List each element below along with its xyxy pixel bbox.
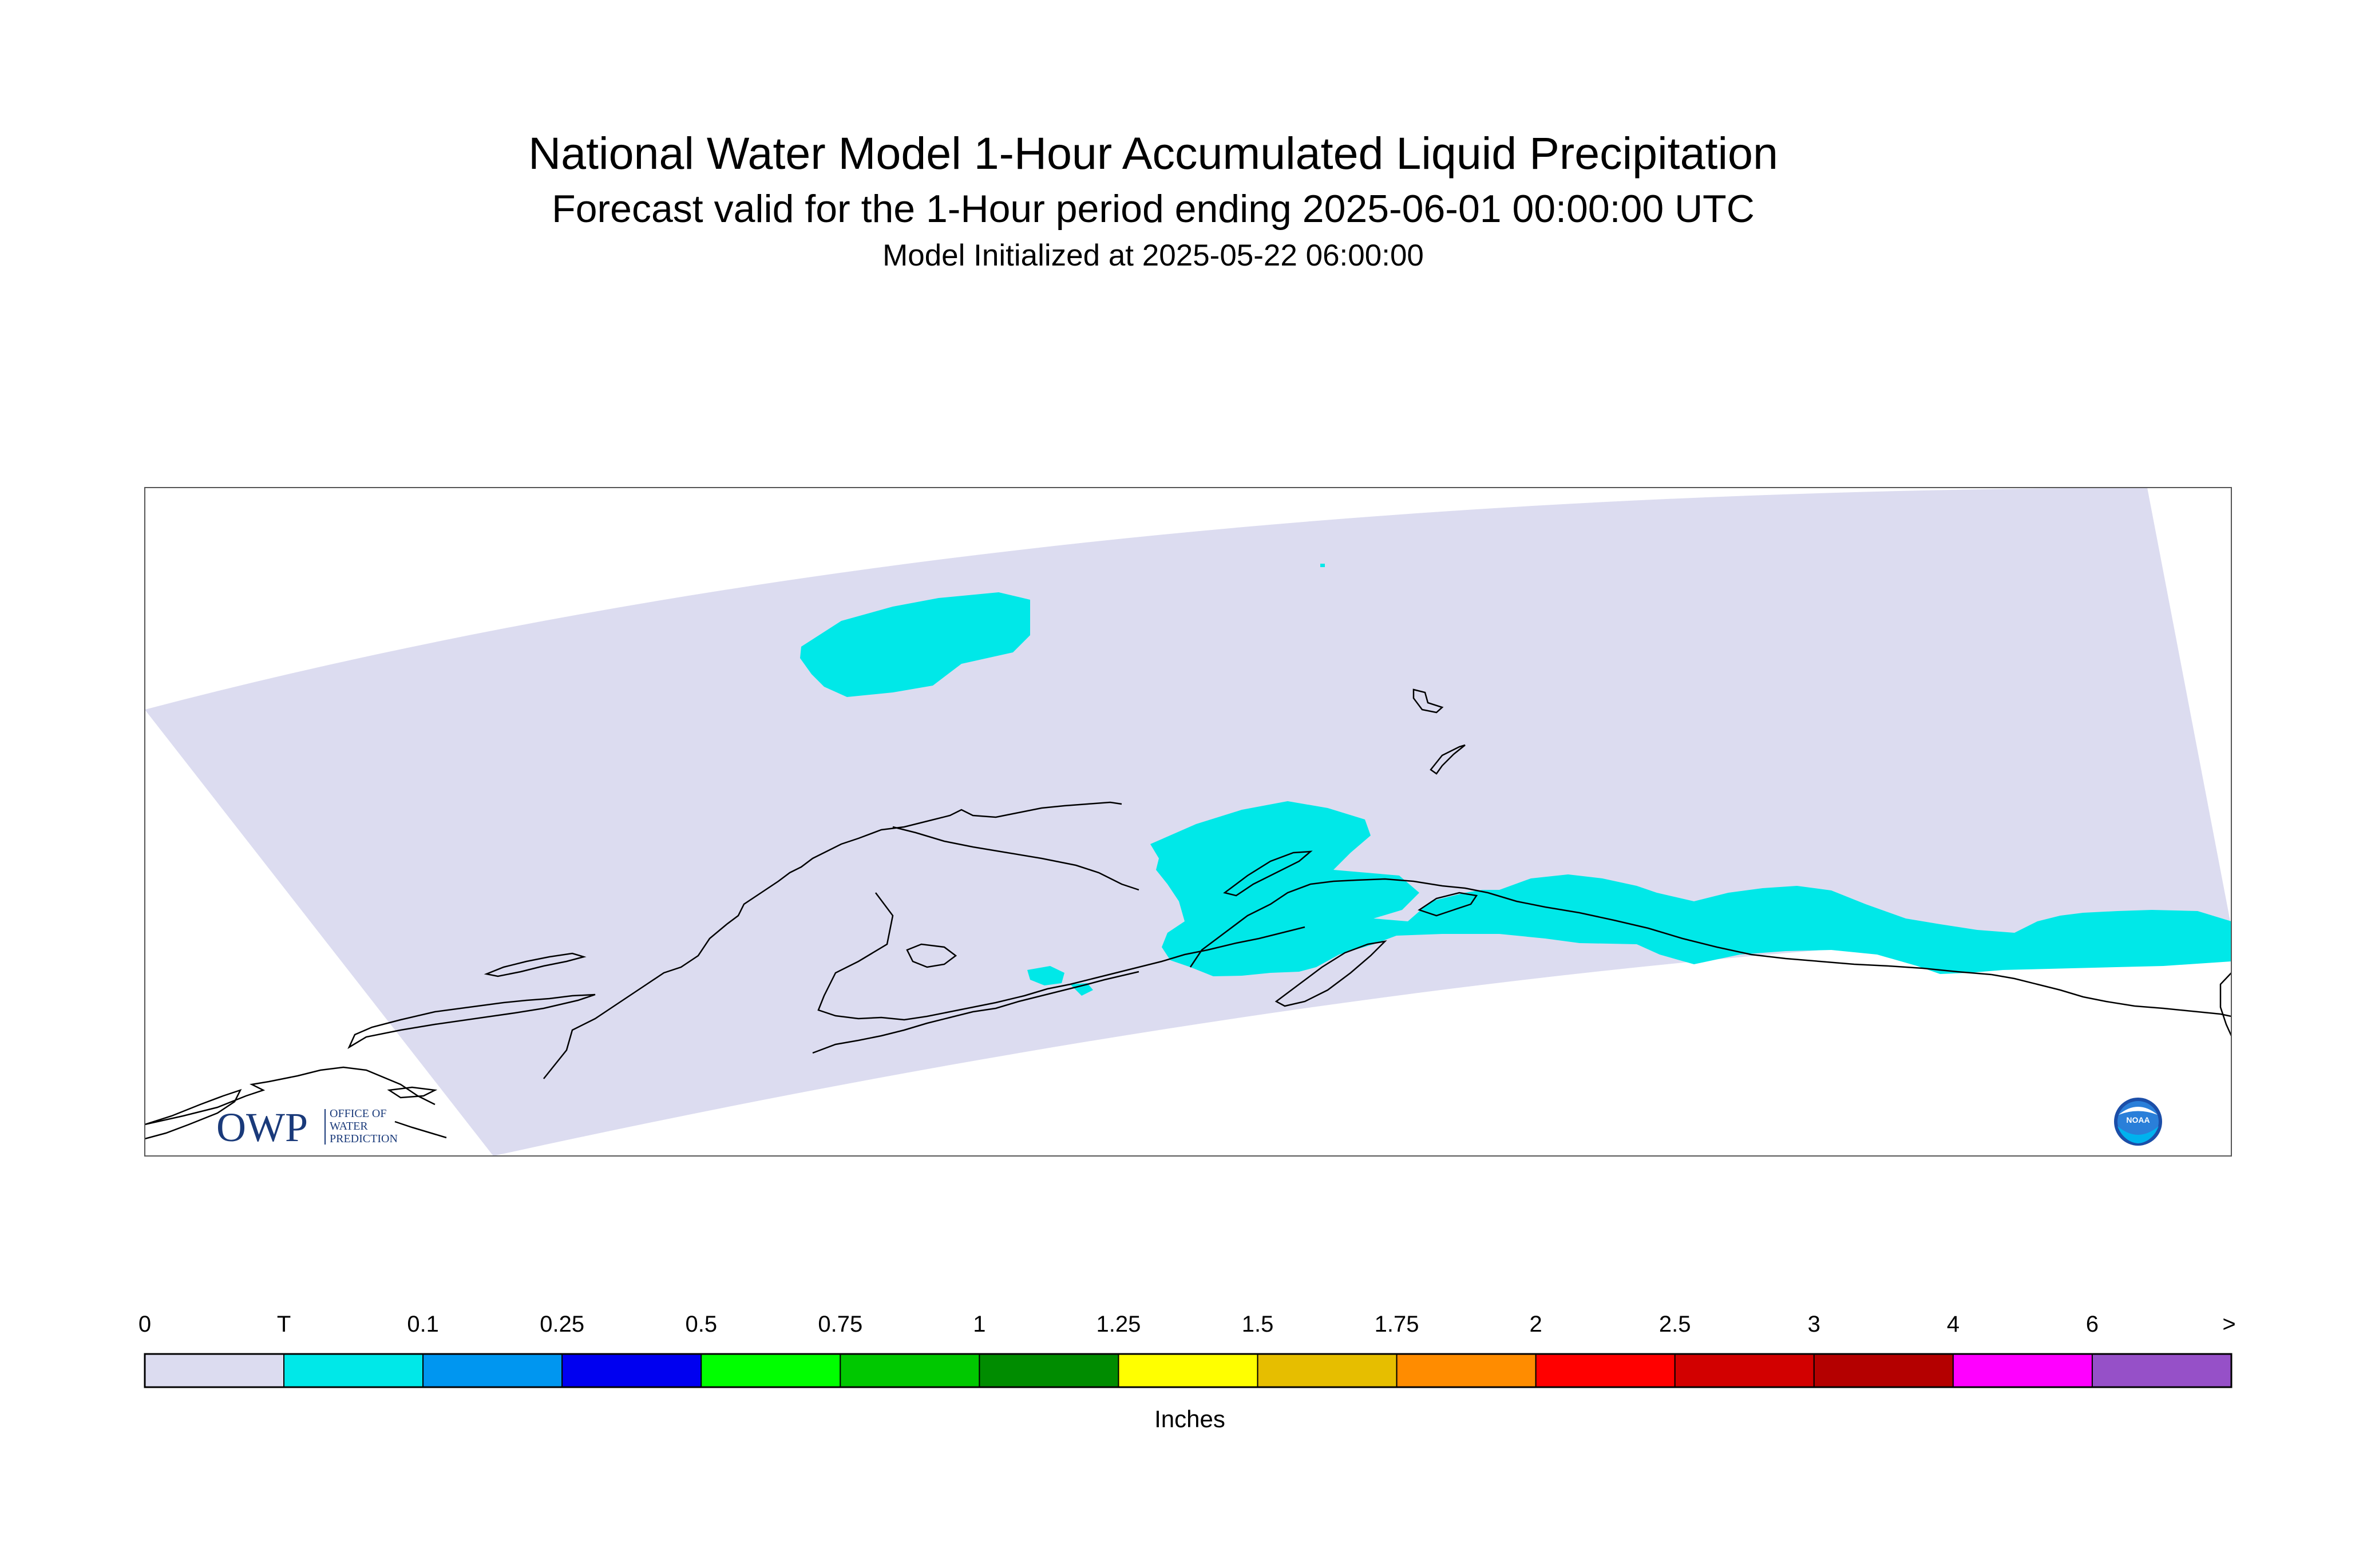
legend-tick-label: 0.5 <box>685 1312 718 1337</box>
legend-swatch <box>2091 1353 2232 1388</box>
legend-swatch <box>1952 1353 2093 1388</box>
noaa-logo-text: NOAA <box>2126 1115 2150 1124</box>
map-subtitle: Forecast valid for the 1-Hour period end… <box>552 187 1755 231</box>
precip-area-small-1 <box>1027 966 1064 985</box>
legend-tick-label: 0.25 <box>540 1312 585 1337</box>
legend-tick-label: 4 <box>1946 1312 1960 1337</box>
legend-swatch <box>700 1353 841 1388</box>
coastline-aleutian-chain <box>812 971 1139 1054</box>
precip-areas <box>800 564 2231 996</box>
legend-swatch <box>1813 1353 1954 1388</box>
coastline-norton-sound <box>347 993 596 1050</box>
coastline-kuskokwim <box>817 892 1305 1021</box>
map-title: National Water Model 1-Hour Accumulated … <box>528 128 1778 179</box>
coastline-prince-william <box>1418 892 1478 917</box>
owp-logo-line-1: OFFICE OF <box>330 1107 386 1120</box>
legend-tick-label: 1.75 <box>1374 1312 1419 1337</box>
owp-logo-line-3: PREDICTION <box>330 1133 398 1145</box>
legend-tick-label: 0.1 <box>407 1312 439 1337</box>
coastline-brooks-north <box>892 826 1139 891</box>
owp-logo: OWP OFFICE OF WATER PREDICTION <box>216 1104 398 1150</box>
legend-tick-label: 6 <box>2085 1312 2099 1337</box>
coastline-southeast <box>1991 973 2231 1017</box>
legend-tick-label: 1.25 <box>1096 1312 1141 1337</box>
legend-swatch <box>283 1353 424 1388</box>
coastline-arctic-island-2 <box>1430 744 1466 775</box>
legend-tick-label: > <box>2222 1312 2236 1337</box>
owp-logo-mark: OWP <box>216 1104 308 1150</box>
legend-units: Inches <box>1154 1405 1225 1432</box>
coastline-st-lawrence <box>484 952 587 977</box>
coastlines <box>145 688 2231 1140</box>
noaa-logo: NOAA <box>2114 1098 2162 1146</box>
map-area <box>145 488 2231 1156</box>
legend-swatch <box>561 1353 702 1388</box>
coastline-chukotka-2 <box>394 1120 447 1139</box>
legend-swatch <box>840 1353 980 1388</box>
coastline-far-east <box>2219 972 2231 1036</box>
coastline-kenai <box>1223 850 1313 897</box>
legend-tick-label: 0 <box>138 1312 152 1337</box>
precip-area-speck <box>1320 564 1325 567</box>
noaa-logo-gull <box>2119 1107 2158 1115</box>
coastline-arctic-island-1 <box>1412 688 1444 714</box>
noaa-logo-wave <box>2117 1126 2159 1143</box>
legend-swatch <box>1118 1353 1258 1388</box>
map-frame <box>144 487 2232 1157</box>
legend-tick-label: 0.75 <box>818 1312 863 1337</box>
coastline-cook-inlet <box>1189 878 1992 976</box>
coastline-kodiak <box>1274 940 1387 1007</box>
model-initialized-line: Model Initialized at 2025-05-22 06:00:00 <box>882 239 1424 272</box>
legend-swatch <box>422 1353 563 1388</box>
model-domain <box>145 488 2231 1156</box>
legend-swatch <box>1257 1353 1398 1388</box>
precip-area-gulf <box>1150 801 2231 976</box>
legend-tick-label: 2 <box>1529 1312 1542 1337</box>
legend-swatch <box>1674 1353 1815 1388</box>
legend-tick-label: 1 <box>973 1312 986 1337</box>
legend-colorbar <box>144 1353 2232 1388</box>
coastline-st-matthew <box>387 1086 438 1099</box>
legend-tick-label: 2.5 <box>1658 1312 1691 1337</box>
coastline-seward-peninsula <box>145 1066 436 1126</box>
legend-swatch <box>979 1353 1119 1388</box>
precip-area-north <box>800 592 1030 697</box>
legend-tick-label: T <box>276 1312 291 1337</box>
coastline-western-alaska <box>543 801 1122 1079</box>
legend-colorbar-frame <box>144 1353 2232 1388</box>
precip-area-small-2 <box>1070 983 1093 996</box>
coastline-chukotka <box>145 1088 242 1140</box>
legend-swatch <box>1535 1353 1676 1388</box>
coastline-nunivak <box>906 943 957 968</box>
legend-tick-label: 1.5 <box>1241 1312 1274 1337</box>
legend-tick-label: 3 <box>1807 1312 1820 1337</box>
owp-logo-line-2: WATER <box>330 1120 368 1133</box>
legend-swatch <box>1396 1353 1537 1388</box>
legend-swatch <box>144 1353 285 1388</box>
